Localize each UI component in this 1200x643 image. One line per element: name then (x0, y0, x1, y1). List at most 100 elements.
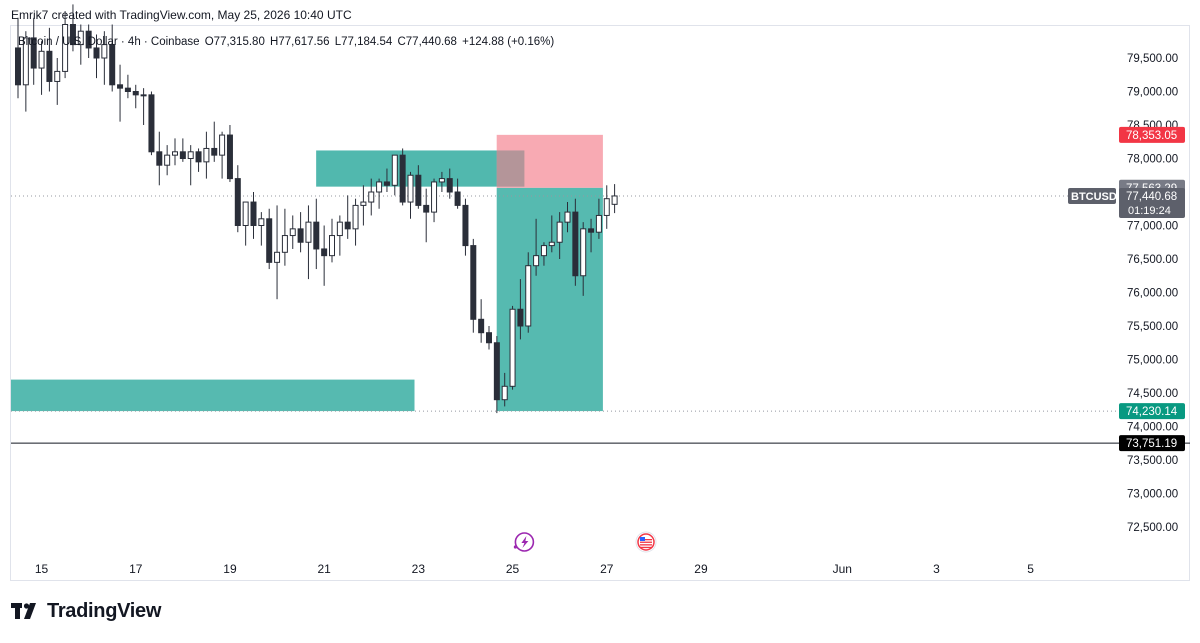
candle[interactable] (501, 372, 508, 407)
candle[interactable] (195, 148, 202, 172)
candle[interactable] (258, 212, 265, 246)
candle[interactable] (336, 215, 343, 256)
candle-body-down (15, 47, 21, 86)
candle[interactable] (46, 27, 53, 92)
candle[interactable] (493, 336, 500, 414)
candle-body-up (564, 211, 571, 223)
us-flag-event-icon[interactable] (635, 531, 657, 553)
candle-body-down (85, 30, 92, 49)
candle[interactable] (391, 154, 398, 196)
candle[interactable] (93, 34, 100, 79)
candle[interactable] (219, 131, 226, 179)
candle[interactable] (281, 208, 288, 266)
candle[interactable] (22, 31, 29, 112)
candle-body-up (603, 198, 610, 216)
candle-body-down (156, 151, 163, 166)
candle[interactable] (211, 121, 218, 162)
candle[interactable] (525, 252, 532, 333)
candle[interactable] (172, 138, 178, 166)
candle[interactable] (572, 198, 579, 286)
candle[interactable] (38, 41, 45, 95)
candle[interactable] (203, 131, 210, 179)
candle[interactable] (124, 74, 131, 99)
tradingview-logo[interactable]: TradingView (11, 600, 161, 623)
candle[interactable] (556, 212, 563, 259)
candle[interactable] (423, 188, 430, 243)
candle[interactable] (376, 178, 383, 209)
candle[interactable] (438, 171, 445, 192)
candle[interactable] (54, 58, 61, 105)
candle[interactable] (297, 212, 304, 253)
candle[interactable] (85, 24, 92, 59)
candle[interactable] (564, 202, 571, 233)
candle[interactable] (462, 198, 469, 256)
candle-body-up (352, 204, 359, 230)
candle[interactable] (140, 88, 147, 125)
candle[interactable] (352, 198, 359, 246)
candle-body-down (454, 191, 461, 206)
lightning-event-icon[interactable] (513, 532, 535, 552)
candle[interactable] (187, 145, 194, 186)
candle[interactable] (266, 208, 273, 270)
candle[interactable] (533, 218, 540, 276)
candle[interactable] (30, 17, 37, 85)
candle[interactable] (321, 225, 328, 286)
candle[interactable] (313, 198, 320, 270)
candle-body-down (250, 201, 257, 227)
candle[interactable] (399, 148, 406, 206)
candle[interactable] (234, 165, 241, 233)
candle[interactable] (305, 205, 312, 280)
time-axis-label: 19 (223, 562, 237, 576)
candle[interactable] (274, 205, 281, 300)
candle[interactable] (250, 192, 257, 239)
candle[interactable] (179, 138, 186, 162)
candle[interactable] (407, 171, 414, 219)
candle[interactable] (101, 31, 108, 85)
candle[interactable] (242, 201, 249, 246)
candle[interactable] (415, 165, 422, 209)
candle[interactable] (580, 222, 587, 296)
candle[interactable] (329, 218, 335, 263)
candle[interactable] (344, 195, 351, 239)
candle[interactable] (62, 11, 69, 79)
candle[interactable] (360, 185, 367, 226)
candle[interactable] (289, 215, 296, 249)
candle[interactable] (77, 24, 84, 65)
candle[interactable] (156, 131, 163, 186)
candle-body-up (101, 44, 108, 59)
candle[interactable] (383, 168, 390, 192)
candle[interactable] (132, 84, 139, 109)
candle[interactable] (548, 215, 555, 253)
candle[interactable] (226, 125, 233, 182)
candle[interactable] (509, 305, 516, 390)
ohlc-legend: Bitcoin / U.S. Dollar · 4h · Coinbase O7… (18, 36, 556, 48)
candle[interactable] (69, 4, 76, 52)
candle-body-up (368, 191, 375, 203)
candle[interactable] (148, 91, 155, 156)
candle[interactable] (109, 24, 116, 92)
candle[interactable] (611, 184, 618, 214)
candle[interactable] (454, 178, 461, 209)
symbol-description[interactable]: Bitcoin / U.S. Dollar · 4h · Coinbase (18, 36, 200, 48)
time-axis-label: 23 (412, 562, 426, 576)
candle[interactable] (603, 185, 610, 229)
zone-overlap (496, 150, 525, 187)
candle[interactable] (478, 299, 485, 343)
candle[interactable] (540, 242, 547, 266)
candle[interactable] (368, 178, 375, 216)
candle[interactable] (486, 326, 492, 350)
demand-zone[interactable] (11, 379, 415, 412)
candle[interactable] (588, 218, 595, 253)
candle[interactable] (117, 64, 124, 122)
candle[interactable] (164, 145, 171, 176)
candle[interactable] (595, 198, 602, 239)
candle[interactable] (470, 238, 477, 333)
candle[interactable] (15, 17, 21, 99)
candle[interactable] (446, 168, 453, 199)
candle[interactable] (431, 178, 438, 223)
price-axis-label: 75,000.00 (1127, 355, 1178, 367)
candle[interactable] (517, 279, 524, 340)
chart-frame[interactable] (10, 25, 1190, 581)
change-value: +124.88 (+0.16%) (462, 36, 555, 48)
